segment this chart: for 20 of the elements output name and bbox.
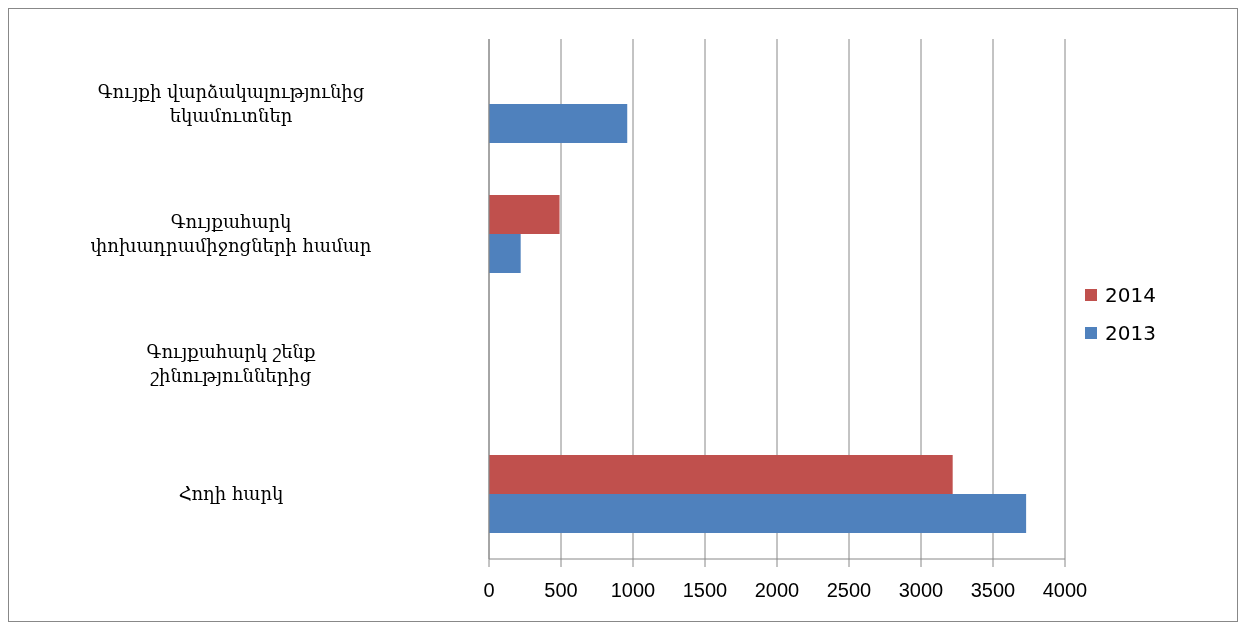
x-tick-label: 3500 xyxy=(970,579,1016,602)
y-tick-label: Հողի հարկ xyxy=(178,483,284,504)
y-tick-label: Գույքահարկ շենք շինություններից xyxy=(146,341,317,386)
x-tick-label: 2000 xyxy=(754,579,800,602)
bar xyxy=(489,494,1027,533)
bar xyxy=(489,234,521,273)
x-tick-label: 1000 xyxy=(610,579,656,602)
bar xyxy=(489,455,953,494)
legend-label: 2014 xyxy=(1105,283,1156,307)
x-tick-label: 4000 xyxy=(1042,579,1088,602)
y-tick-label: Գույքահարկ փոխադրամիջոցների համար xyxy=(90,211,372,256)
x-tick-label: 2500 xyxy=(826,579,872,602)
x-tick-label: 0 xyxy=(483,579,495,602)
x-tick-label: 3000 xyxy=(898,579,944,602)
bar xyxy=(489,195,560,234)
bar xyxy=(489,104,628,143)
legend-label: 2013 xyxy=(1105,321,1156,345)
y-tick-label: Գույքի վարձակալությունից եկամուտներ xyxy=(97,81,365,126)
x-tick-label: 1500 xyxy=(682,579,728,602)
x-tick-label: 500 xyxy=(544,579,578,602)
